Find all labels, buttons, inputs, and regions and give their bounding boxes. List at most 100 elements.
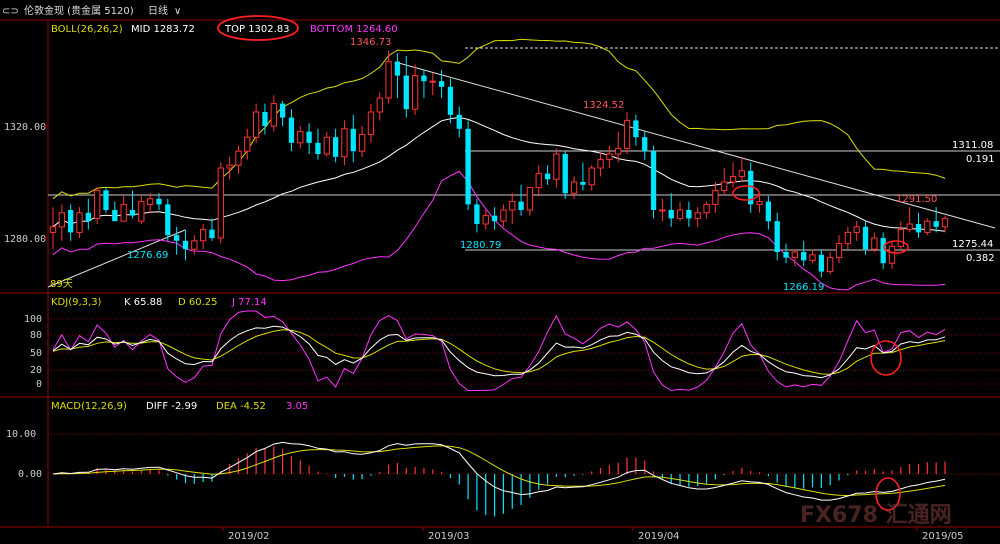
candle-body xyxy=(659,209,666,212)
highlight-circle xyxy=(732,185,760,201)
kdj-j-line xyxy=(52,310,946,392)
macd-label[interactable]: MACD(12,26,9) xyxy=(51,401,127,412)
candle-body xyxy=(182,240,189,250)
downtrend-line xyxy=(394,61,996,229)
candle-body xyxy=(350,128,356,152)
candle-body xyxy=(421,75,427,82)
candle-body xyxy=(518,201,524,210)
header: ⊂⊃ 伦敦金现 (贵金属 5120) 日线 ∨ xyxy=(2,4,181,17)
candle-body xyxy=(58,212,65,228)
date-tick: 2019/03 xyxy=(428,531,470,542)
candle-body xyxy=(306,131,312,143)
candle-body xyxy=(465,128,471,205)
kdj-k: K 65.88 xyxy=(124,297,162,308)
candle-body xyxy=(394,61,401,76)
candle-body xyxy=(103,190,109,210)
candle-body xyxy=(668,210,674,219)
macd-dea-line xyxy=(52,445,946,497)
candle-body xyxy=(341,128,348,158)
period-selector[interactable]: 日线 xyxy=(148,4,168,17)
macd-value: 3.05 xyxy=(286,401,308,412)
highlight-circle xyxy=(870,340,902,376)
candle-body xyxy=(535,173,542,189)
candle-body xyxy=(791,251,799,259)
candle-body xyxy=(642,137,648,152)
candle-body xyxy=(924,220,931,233)
kdj-d-line xyxy=(52,329,946,375)
candle-body xyxy=(323,136,330,155)
date-tick: 2019/04 xyxy=(638,531,680,542)
boll-lower-line xyxy=(52,170,946,291)
candle-body xyxy=(500,209,507,222)
boll-label[interactable]: BOLL(26,26,2) xyxy=(51,24,123,35)
candle-body xyxy=(191,240,198,250)
candle-body xyxy=(588,167,595,186)
candle-body xyxy=(173,235,180,241)
candle-body xyxy=(482,215,489,225)
kdj-tick: 100 xyxy=(24,314,42,325)
candle-body xyxy=(332,137,339,157)
fib-ratio: 0.191 xyxy=(966,154,995,165)
kdj-k-line xyxy=(52,325,946,379)
candle-body xyxy=(783,252,789,258)
candle-body xyxy=(544,173,551,180)
low-label: 1280.79 xyxy=(460,240,501,251)
candlesticks xyxy=(49,50,949,278)
candle-body xyxy=(367,111,375,135)
chevron-down-icon[interactable]: ∨ xyxy=(174,6,181,17)
macd-pane: 10.00 0.00 MACD(12,26,9) DIFF -2.99 DEA … xyxy=(6,401,1000,517)
candle-body xyxy=(474,204,480,224)
macd-diff-line xyxy=(52,441,946,501)
candle-body xyxy=(738,170,746,177)
candle-body xyxy=(235,150,242,166)
boll-top: TOP 1302.83 xyxy=(224,24,290,35)
candle-body xyxy=(252,111,260,138)
candle-body xyxy=(447,86,454,115)
candle-body xyxy=(411,75,419,110)
candle-body xyxy=(553,153,560,180)
candle-body xyxy=(915,224,922,233)
candle-body xyxy=(853,226,860,233)
kdj-tick: 80 xyxy=(30,330,42,341)
candle-body xyxy=(835,243,843,259)
back-icon[interactable]: ⊂⊃ xyxy=(2,6,19,17)
kdj-j: J 77.14 xyxy=(231,297,267,308)
price-axis: 1320.00 1280.00 xyxy=(4,122,48,245)
fib-value: 1275.44 xyxy=(952,239,993,250)
candle-body xyxy=(403,75,409,110)
candle-body xyxy=(721,181,728,191)
boll-mid-line xyxy=(52,116,946,232)
candle-body xyxy=(385,61,392,99)
candle-body xyxy=(288,117,295,143)
date-tick: 2019/02 xyxy=(228,531,270,542)
candle-body xyxy=(765,201,772,222)
days-count: 89天 xyxy=(50,279,73,290)
kdj-label[interactable]: KDJ(9,3,3) xyxy=(51,297,102,308)
candle-body xyxy=(270,103,277,127)
candle-body xyxy=(880,238,886,264)
candle-body xyxy=(818,254,825,272)
candle-body xyxy=(871,237,878,250)
candle-body xyxy=(85,212,91,222)
kdj-tick: 20 xyxy=(30,365,42,376)
candle-body xyxy=(941,217,949,228)
candle-body xyxy=(279,103,286,118)
macd-tick: 10.00 xyxy=(6,429,36,440)
candle-body xyxy=(597,159,604,169)
candle-body xyxy=(120,203,127,222)
candle-body xyxy=(456,114,462,129)
candle-body xyxy=(748,170,754,205)
candle-body xyxy=(165,204,171,236)
boll-mid: MID 1283.72 xyxy=(131,24,195,35)
candle-body xyxy=(729,175,737,183)
price-tick: 1280.00 xyxy=(4,234,46,245)
fib-ratio: 0.382 xyxy=(966,253,995,264)
candle-body xyxy=(209,229,215,238)
candle-body xyxy=(138,201,145,222)
macd-diff: DIFF -2.99 xyxy=(146,401,197,412)
candle-body xyxy=(809,254,816,261)
low-label: 1276.69 xyxy=(127,250,168,261)
candle-body xyxy=(562,154,568,194)
candle-body xyxy=(68,210,74,233)
highlight-circle xyxy=(883,240,909,254)
